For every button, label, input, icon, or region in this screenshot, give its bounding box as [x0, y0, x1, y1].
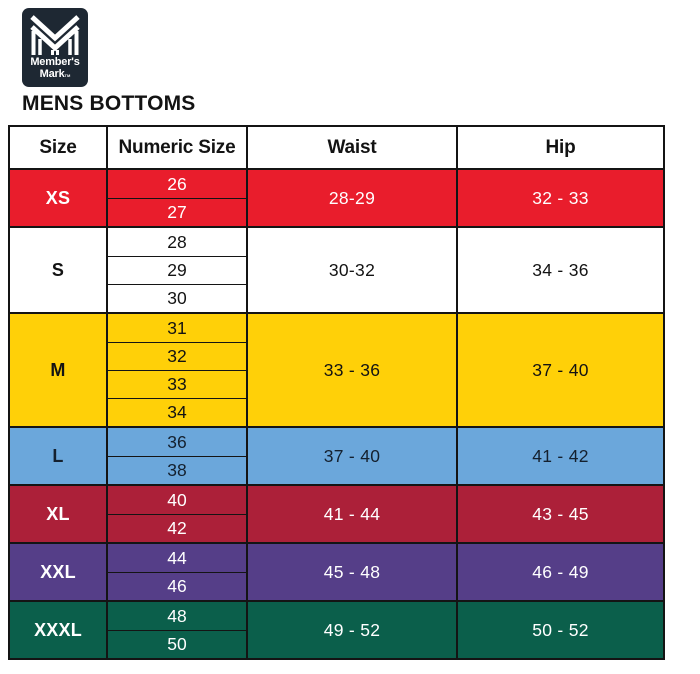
trademark-symbol: TM: [64, 72, 71, 78]
table-row-xs: XS 26 27 28-29 32 - 33: [10, 168, 663, 226]
hip-range: 50 - 52: [456, 602, 663, 658]
numeric-size-value: 27: [108, 198, 246, 226]
size-label: M: [50, 359, 66, 380]
numeric-size-value: 42: [108, 514, 246, 542]
waist-range: 30-32: [246, 228, 456, 312]
waist-range: 49 - 52: [246, 602, 456, 658]
header-cell-hip: Hip: [456, 127, 663, 168]
numeric-size-value: 29: [108, 256, 246, 284]
numeric-size-column: 44 46: [106, 544, 246, 600]
numeric-size-value: 33: [108, 370, 246, 398]
numeric-size-value: 50: [108, 630, 246, 658]
numeric-size-value: 40: [167, 489, 187, 510]
size-label: XL: [46, 503, 70, 524]
numeric-size-value: 26: [167, 173, 187, 194]
hip-range: 34 - 36: [456, 228, 663, 312]
waist-range: 45 - 48: [246, 544, 456, 600]
numeric-size-value: 30: [108, 284, 246, 312]
numeric-size-column: 36 38: [106, 428, 246, 484]
numeric-size-value: 38: [108, 456, 246, 484]
hip-range: 37 - 40: [456, 314, 663, 426]
header-cell-numeric-size: Numeric Size: [106, 127, 246, 168]
numeric-size-column: 31 32 33 34: [106, 314, 246, 426]
page-title: MENS BOTTOMS: [22, 92, 196, 115]
table-row-xxl: XXL 44 46 45 - 48 46 - 49: [10, 542, 663, 600]
numeric-size-value: 48: [167, 605, 187, 626]
size-chart-table: Size Numeric Size Waist Hip XS 26 27 28-…: [8, 125, 665, 660]
hip-range: 41 - 42: [456, 428, 663, 484]
waist-range: 28-29: [246, 170, 456, 226]
table-row-s: S 28 29 30 30-32 34 - 36: [10, 226, 663, 312]
header-cell-waist: Waist: [246, 127, 456, 168]
waist-range: 33 - 36: [246, 314, 456, 426]
waist-range: 37 - 40: [246, 428, 456, 484]
hip-range: 46 - 49: [456, 544, 663, 600]
numeric-size-value: 46: [108, 572, 246, 600]
table-row-l: L 36 38 37 - 40 41 - 42: [10, 426, 663, 484]
table-header-row: Size Numeric Size Waist Hip: [10, 127, 663, 168]
table-row-xxxl: XXXL 48 50 49 - 52 50 - 52: [10, 600, 663, 658]
table-row-xl: XL 40 42 41 - 44 43 - 45: [10, 484, 663, 542]
numeric-size-column: 48 50: [106, 602, 246, 658]
numeric-size-value: 34: [108, 398, 246, 426]
table-row-m: M 31 32 33 34 33 - 36 37 - 40: [10, 312, 663, 426]
size-label: XXXL: [34, 619, 82, 640]
numeric-size-value: 44: [167, 547, 187, 568]
size-label: XS: [45, 187, 71, 208]
waist-range: 41 - 44: [246, 486, 456, 542]
members-mark-logo: Member's MarkTM: [22, 8, 88, 87]
brand-name: Member's MarkTM: [30, 56, 80, 80]
numeric-size-value: 31: [167, 317, 187, 338]
numeric-size-value: 28: [167, 231, 187, 252]
hip-range: 32 - 33: [456, 170, 663, 226]
hip-range: 43 - 45: [456, 486, 663, 542]
numeric-size-column: 40 42: [106, 486, 246, 542]
numeric-size-column: 28 29 30: [106, 228, 246, 312]
size-label: L: [52, 445, 64, 466]
numeric-size-column: 26 27: [106, 170, 246, 226]
header-cell-size: Size: [39, 136, 77, 158]
numeric-size-value: 36: [167, 431, 187, 452]
size-label: S: [51, 259, 65, 280]
size-label: XXL: [40, 561, 76, 582]
members-mark-m-icon: [29, 15, 81, 55]
numeric-size-value: 32: [108, 342, 246, 370]
